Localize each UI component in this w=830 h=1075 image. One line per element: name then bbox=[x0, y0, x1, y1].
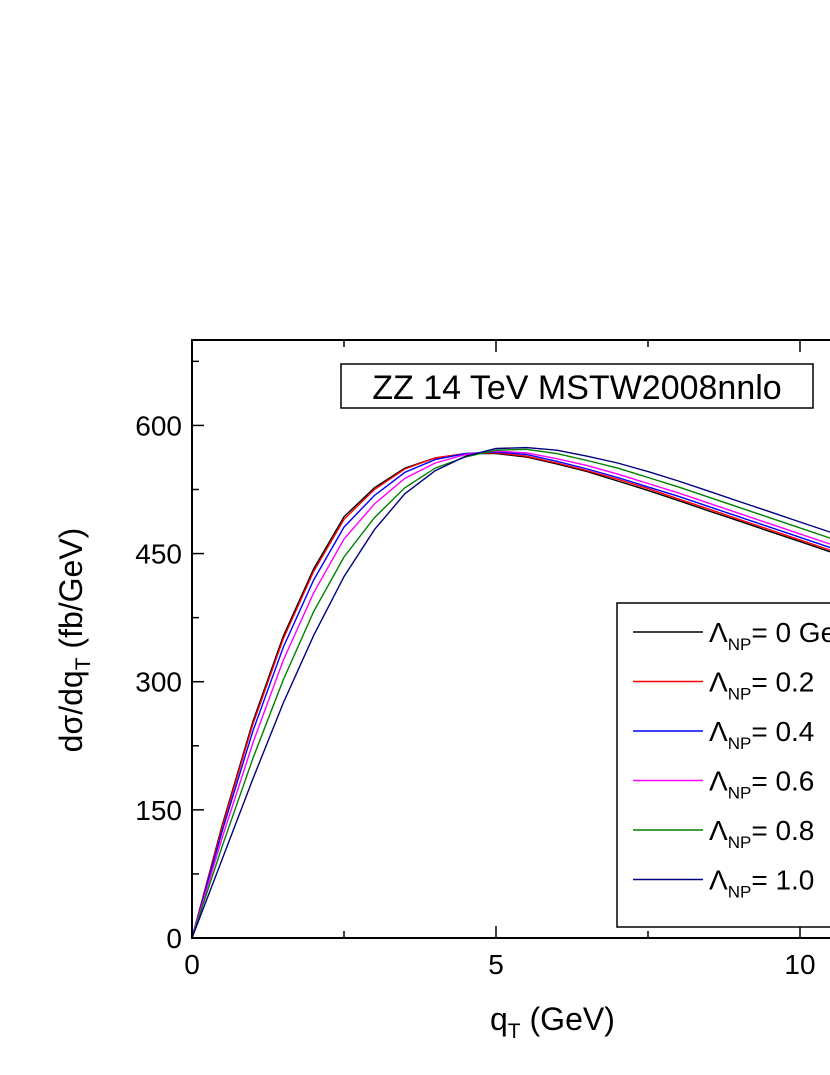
y-tick-label: 450 bbox=[135, 539, 182, 570]
legend-label-2: ΛNP= 0.4 bbox=[709, 716, 814, 753]
x-tick-label: 0 bbox=[184, 949, 200, 980]
y-axis-label: dσ/dqT (fb/GeV) bbox=[53, 528, 95, 753]
series-line-3 bbox=[192, 450, 830, 938]
x-tick-label: 10 bbox=[784, 949, 815, 980]
y-tick-label: 300 bbox=[135, 667, 182, 698]
legend-label-5: ΛNP= 1.0 bbox=[709, 865, 814, 902]
series-line-0 bbox=[192, 452, 830, 938]
legend-label-0: ΛNP= 0 Ge bbox=[709, 617, 830, 654]
legend-label-3: ΛNP= 0.6 bbox=[709, 766, 814, 803]
legend: ΛNP= 0 Ge ΛNP= 0.2 ΛNP= 0.4 ΛNP= 0.6 ΛNP= 0.… bbox=[616, 602, 830, 928]
x-tick-label: 5 bbox=[488, 949, 504, 980]
y-tick-label: 600 bbox=[135, 410, 182, 441]
series-line-5 bbox=[192, 446, 830, 938]
axes: 0 5 10 0 150 300 450 600 bbox=[135, 339, 830, 980]
series-line-1 bbox=[192, 452, 830, 938]
legend-label-4: ΛNP= 0.8 bbox=[709, 815, 814, 852]
legend-label-1: ΛNP= 0.2 bbox=[709, 667, 814, 704]
title-box: ZZ 14 TeV MSTW2008nnlo bbox=[340, 363, 814, 409]
chart-title: ZZ 14 TeV MSTW2008nnlo bbox=[372, 369, 781, 407]
x-axis-label: qT (GeV) bbox=[490, 1001, 615, 1043]
plot-lines bbox=[192, 446, 830, 938]
series-line-2 bbox=[192, 451, 830, 938]
y-tick-label: 150 bbox=[135, 795, 182, 826]
series-line-4 bbox=[192, 448, 830, 938]
y-tick-label: 0 bbox=[166, 923, 182, 954]
